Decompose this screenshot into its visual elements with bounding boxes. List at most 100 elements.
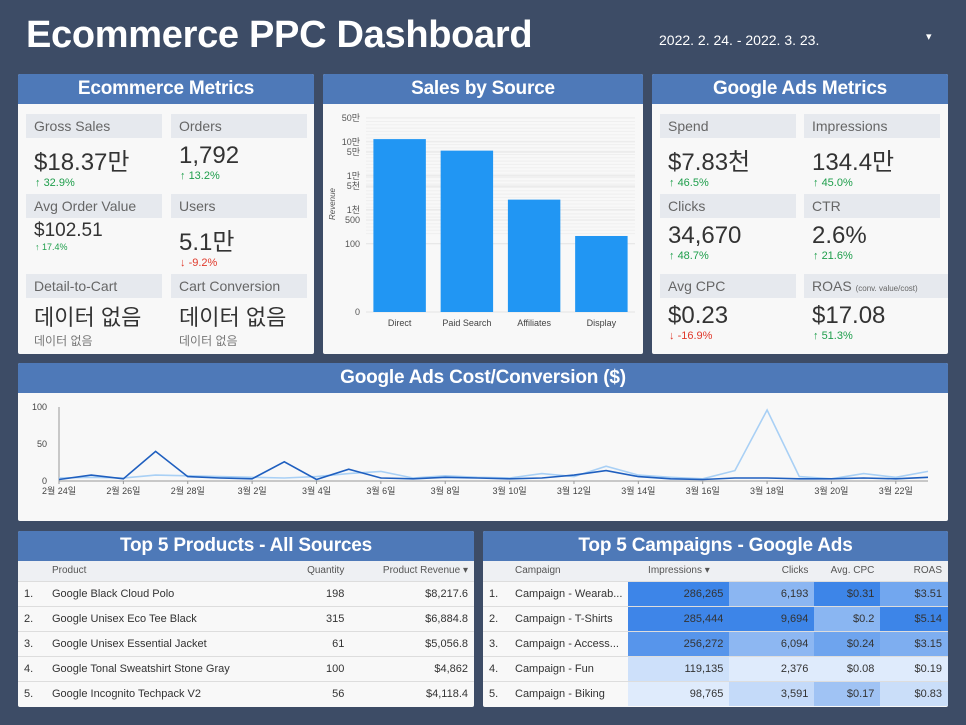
bar[interactable] bbox=[575, 235, 628, 312]
roas-card: ROAS (conv. value/cost) $17.08 ↑ 51.3% bbox=[804, 274, 948, 342]
bar[interactable] bbox=[507, 199, 561, 312]
revenue-cell: $5,056.8 bbox=[350, 630, 474, 656]
y-tick-label: 0 bbox=[355, 307, 360, 317]
campaign-cell: Campaign - Fun bbox=[509, 655, 629, 681]
table-row[interactable]: 2. Google Unisex Eco Tee Black 315 $6,884.8 bbox=[18, 605, 474, 631]
table-row[interactable]: 4. Google Tonal Sweatshirt Stone Gray 100 $… bbox=[18, 655, 474, 681]
product-cell: Google Black Cloud Polo bbox=[46, 580, 288, 606]
x-tick-label: 3월 16일 bbox=[686, 485, 720, 496]
orders-value: 1,792 bbox=[179, 142, 240, 169]
cart-conversion-note: 데이터 없음 bbox=[179, 334, 238, 348]
ctr-delta: ↑ 21.6% bbox=[813, 250, 853, 262]
product-header[interactable]: Product bbox=[46, 561, 288, 581]
x-tick-label: 2월 24일 bbox=[42, 485, 76, 496]
quantity-cell: 61 bbox=[287, 630, 351, 656]
roas-sublabel: (conv. value/cost) bbox=[855, 284, 918, 293]
spend-label: Spend bbox=[660, 114, 796, 138]
rank-header bbox=[18, 561, 46, 581]
impressions-cell: 98,765 bbox=[628, 680, 730, 706]
roas-cell: $0.19 bbox=[880, 655, 948, 681]
detail-to-cart-value: 데이터 없음 bbox=[34, 305, 142, 330]
table-row[interactable]: 1. Campaign - Wearab... 286,265 6,193 $0.31 $… bbox=[483, 580, 948, 606]
clicks-value: 34,670 bbox=[668, 222, 742, 249]
x-tick-label: 3월 12일 bbox=[557, 485, 591, 496]
x-tick-label: 3월 18일 bbox=[750, 485, 784, 496]
detail-to-cart-label: Detail-to-Cart bbox=[26, 274, 162, 298]
x-tick-label: 3월 6일 bbox=[366, 485, 395, 496]
campaign-cell: Campaign - Wearab... bbox=[509, 580, 629, 606]
arrow-down-icon: ↓ bbox=[669, 330, 675, 342]
aov-card: Avg Order Value $102.51 ↑ 17.4% bbox=[26, 194, 162, 252]
cpc-cell: $0.24 bbox=[814, 630, 881, 656]
cart-conversion-value: 데이터 없음 bbox=[179, 305, 287, 330]
roas-cell: $3.51 bbox=[880, 580, 948, 606]
revenue-cell: $4,118.4 bbox=[350, 680, 474, 706]
ctr-label: CTR bbox=[804, 194, 940, 218]
google-ads-metrics-panel: Google Ads Metrics Spend $7.83천 ↑ 46.5% … bbox=[652, 74, 948, 354]
cost-conversion-panel: Google Ads Cost/Conversion ($) 0 50 100 2월 … bbox=[18, 363, 948, 521]
rank-cell: 5. bbox=[483, 680, 509, 706]
rank-cell: 5. bbox=[18, 680, 46, 706]
rank-cell: 4. bbox=[18, 655, 46, 681]
quantity-header[interactable]: Quantity bbox=[287, 561, 351, 581]
date-range-picker[interactable]: 2022. 2. 24. - 2022. 3. 23. bbox=[659, 32, 819, 48]
y-tick-label: 50 bbox=[37, 439, 47, 449]
y-tick-label: 1천 bbox=[347, 205, 360, 215]
series-line-previous[interactable] bbox=[58, 408, 929, 480]
y-tick-label: 5만 bbox=[347, 147, 360, 157]
users-card: Users 5.1만 ↓ -9.2% bbox=[171, 194, 307, 269]
quantity-cell: 56 bbox=[287, 680, 351, 706]
top-products-table: Product Quantity Product Revenue ▾ 1. Goo… bbox=[18, 561, 474, 706]
avg-cpc-delta: ↓ -16.9% bbox=[669, 330, 713, 342]
series-line-current[interactable] bbox=[58, 450, 929, 481]
table-row[interactable]: 5. Campaign - Biking 98,765 3,591 $0.17 $0.83 bbox=[483, 680, 948, 706]
cpc-cell: $0.31 bbox=[814, 580, 881, 606]
revenue-header[interactable]: Product Revenue ▾ bbox=[350, 561, 474, 581]
clicks-delta: ↑ 48.7% bbox=[669, 250, 709, 262]
arrow-down-icon: ↓ bbox=[180, 257, 186, 269]
x-tick-label: 3월 4일 bbox=[302, 485, 331, 496]
impressions-header[interactable]: Impressions ▾ bbox=[628, 561, 730, 581]
clicks-label: Clicks bbox=[660, 194, 796, 218]
roas-value: $17.08 bbox=[812, 302, 886, 329]
orders-card: Orders 1,792 ↑ 13.2% bbox=[171, 114, 307, 182]
table-row[interactable]: 5. Google Incognito Techpack V2 56 $4,118.4 bbox=[18, 680, 474, 706]
table-header-row: Product Quantity Product Revenue ▾ bbox=[18, 561, 474, 581]
clicks-cell: 6,193 bbox=[729, 580, 815, 606]
x-tick-label: 2월 26일 bbox=[106, 485, 140, 496]
table-row[interactable]: 3. Campaign - Access... 256,272 6,094 $0.24 $… bbox=[483, 630, 948, 656]
y-tick-label: 500 bbox=[345, 215, 360, 225]
clicks-cell: 3,591 bbox=[729, 680, 815, 706]
roas-header[interactable]: ROAS bbox=[880, 561, 948, 581]
y-tick-label: 50만 bbox=[342, 113, 360, 123]
impressions-delta: ↑ 45.0% bbox=[813, 177, 853, 189]
google-ads-metrics-title: Google Ads Metrics bbox=[652, 74, 948, 104]
arrow-up-icon: ↑ bbox=[669, 250, 675, 262]
impressions-cell: 256,272 bbox=[628, 630, 730, 656]
y-tick-label: 0 bbox=[42, 476, 47, 486]
date-range-text: 2022. 2. 24. - 2022. 3. 23. bbox=[659, 32, 820, 48]
campaign-header[interactable]: Campaign bbox=[509, 561, 629, 581]
clicks-header[interactable]: Clicks bbox=[729, 561, 815, 581]
aov-delta: ↑ 17.4% bbox=[35, 242, 68, 252]
impressions-cell: 285,444 bbox=[628, 605, 730, 631]
table-row[interactable]: 2. Campaign - T-Shirts 285,444 9,694 $0.2 $5.… bbox=[483, 605, 948, 631]
chevron-down-icon[interactable]: ▾ bbox=[926, 31, 932, 43]
bar[interactable] bbox=[440, 150, 494, 312]
spend-value: $7.83천 bbox=[668, 149, 751, 176]
y-tick-label: 100 bbox=[345, 239, 360, 249]
cpc-header[interactable]: Avg. CPC bbox=[814, 561, 881, 581]
arrow-up-icon: ↑ bbox=[813, 330, 819, 342]
rank-cell: 4. bbox=[483, 655, 509, 681]
y-tick-label: 100 bbox=[32, 402, 47, 412]
product-cell: Google Unisex Eco Tee Black bbox=[46, 605, 288, 631]
table-row[interactable]: 1. Google Black Cloud Polo 198 $8,217.6 bbox=[18, 580, 474, 606]
rank-cell: 1. bbox=[18, 580, 46, 606]
clicks-cell: 2,376 bbox=[729, 655, 815, 681]
bar[interactable] bbox=[373, 139, 426, 312]
table-row[interactable]: 4. Campaign - Fun 119,135 2,376 $0.08 $0.19 bbox=[483, 655, 948, 681]
table-row[interactable]: 3. Google Unisex Essential Jacket 61 $5,056… bbox=[18, 630, 474, 656]
aov-value: $102.51 bbox=[34, 220, 103, 241]
ctr-card: CTR 2.6% ↑ 21.6% bbox=[804, 194, 940, 262]
